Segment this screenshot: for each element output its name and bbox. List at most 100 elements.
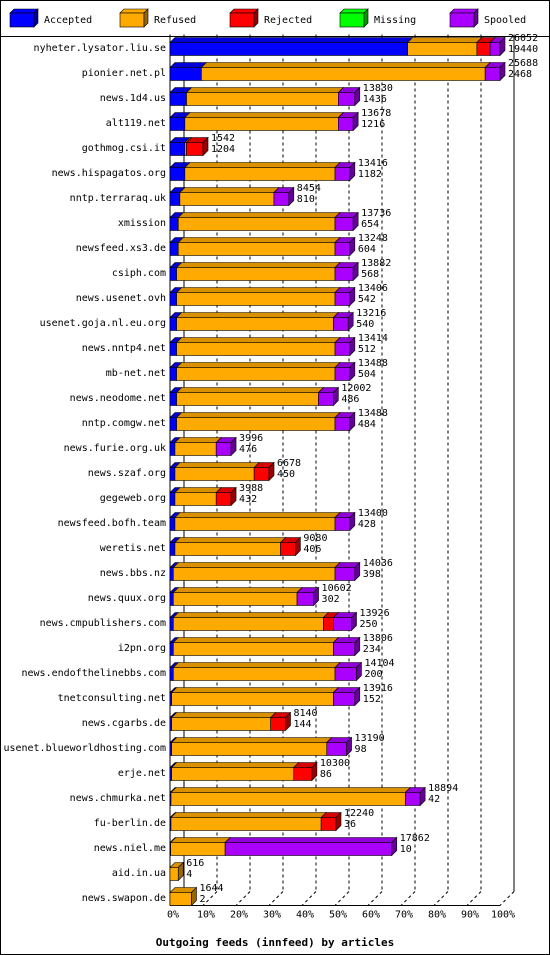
x-tick-label: 20% xyxy=(230,910,248,921)
value-label-accepted: 2468 xyxy=(508,69,532,80)
x-axis: 0% 10% 20% 30% 40% 50% 60% 70% 80% 90% 100% xyxy=(167,910,515,921)
bar-side xyxy=(177,861,184,882)
value-label-offered: 14036 xyxy=(363,558,393,569)
bar-face xyxy=(186,142,204,156)
bar-face xyxy=(169,42,408,56)
bar-segment-refused xyxy=(170,762,300,781)
bar-segment-refused xyxy=(200,62,491,81)
row-label: news.nntp4.net xyxy=(82,343,166,354)
value-label-offered: 13830 xyxy=(363,83,393,94)
legend-swatch-side xyxy=(33,8,39,28)
x-tick-label: 30% xyxy=(263,910,281,921)
bar-face xyxy=(169,617,174,631)
bar-side xyxy=(311,761,318,782)
bar-segment-rejected xyxy=(293,762,318,781)
value-label-accepted: 302 xyxy=(322,594,340,605)
bar-face xyxy=(174,542,281,556)
row-label: news.usenet.ovh xyxy=(76,293,166,304)
bar-face xyxy=(337,117,354,131)
bar-face xyxy=(169,117,186,131)
value-label-offered: 14104 xyxy=(364,658,394,669)
bar-segment-spooled xyxy=(332,637,361,656)
bar-side xyxy=(349,411,356,432)
value-label-offered: 12240 xyxy=(344,808,374,819)
value-label-accepted: 450 xyxy=(277,469,295,480)
bar-face xyxy=(320,817,337,831)
bar-side xyxy=(352,211,359,232)
bar-face xyxy=(334,567,356,581)
legend-swatch xyxy=(449,12,475,28)
bar-face xyxy=(171,742,328,756)
bar-face xyxy=(169,142,186,156)
bar-segment-rejected xyxy=(253,462,275,481)
bar-segment-refused xyxy=(172,637,340,656)
value-label-offered: 13216 xyxy=(356,308,386,319)
legend-swatch-top xyxy=(449,8,479,14)
value-label-offered: 8454 xyxy=(297,183,321,194)
legend-swatch-top xyxy=(229,8,259,14)
bar-top xyxy=(170,737,333,743)
x-tick-label: 60% xyxy=(362,910,380,921)
bar-segment-refused xyxy=(175,412,341,431)
value-label-accepted: 234 xyxy=(363,644,381,655)
bar-face xyxy=(280,542,296,556)
bar-face xyxy=(337,92,356,106)
x-tick-label: 90% xyxy=(461,910,479,921)
value-label-accepted: 2 xyxy=(199,894,205,905)
bar-top xyxy=(177,237,341,243)
value-label-accepted: 250 xyxy=(360,619,378,630)
value-label-offered: 9080 xyxy=(303,533,327,544)
x-tick-label: 50% xyxy=(329,910,347,921)
bar-side xyxy=(499,36,506,57)
bar-face xyxy=(169,192,181,206)
bar-side xyxy=(285,711,291,732)
value-label-offered: 1542 xyxy=(211,133,235,144)
bar-side xyxy=(230,486,237,507)
bar-face xyxy=(333,642,356,656)
row-label: aid.in.ua xyxy=(112,868,166,879)
bar-face xyxy=(273,192,290,206)
bar-side xyxy=(352,261,359,282)
bar-face xyxy=(489,42,501,56)
row-label: news.endofthelinebbs.com xyxy=(22,668,167,679)
bar-face xyxy=(184,167,336,181)
bar-segment-spooled xyxy=(215,437,237,456)
x-tick-label: 100% xyxy=(491,910,515,921)
row-label: news.chmurka.net xyxy=(70,793,166,804)
bar-top xyxy=(184,162,341,168)
value-label-accepted: 10 xyxy=(400,844,412,855)
value-label-offered: 13736 xyxy=(361,208,391,219)
bar-face xyxy=(176,392,319,406)
bar-face xyxy=(169,92,187,106)
value-label-offered: 13414 xyxy=(358,333,388,344)
bar-face xyxy=(407,42,478,56)
value-label-accepted: 19440 xyxy=(508,44,538,55)
bar-face xyxy=(169,217,179,231)
bar-segment-spooled xyxy=(334,412,356,431)
value-label-offered: 13248 xyxy=(358,233,388,244)
bar-face xyxy=(293,767,313,781)
bar-face xyxy=(334,217,354,231)
bar-segment-refused xyxy=(174,487,222,506)
value-label-offered: 6678 xyxy=(277,458,301,469)
bar-side xyxy=(356,661,362,682)
bar-top xyxy=(170,812,327,818)
bar-top xyxy=(177,212,341,218)
row-label: newsfeed.xs3.de xyxy=(76,243,166,254)
row-label: usenet.blueworldhosting.com xyxy=(3,743,166,754)
value-label-accepted: 1182 xyxy=(358,169,382,180)
value-label-offered: 10602 xyxy=(322,583,352,594)
bar-top xyxy=(179,187,280,193)
row-label: nntp.comgw.net xyxy=(82,418,166,429)
bar-top xyxy=(175,362,341,368)
bar-side xyxy=(351,611,357,632)
bar-segment-refused xyxy=(179,187,280,206)
bar-face xyxy=(201,67,486,81)
